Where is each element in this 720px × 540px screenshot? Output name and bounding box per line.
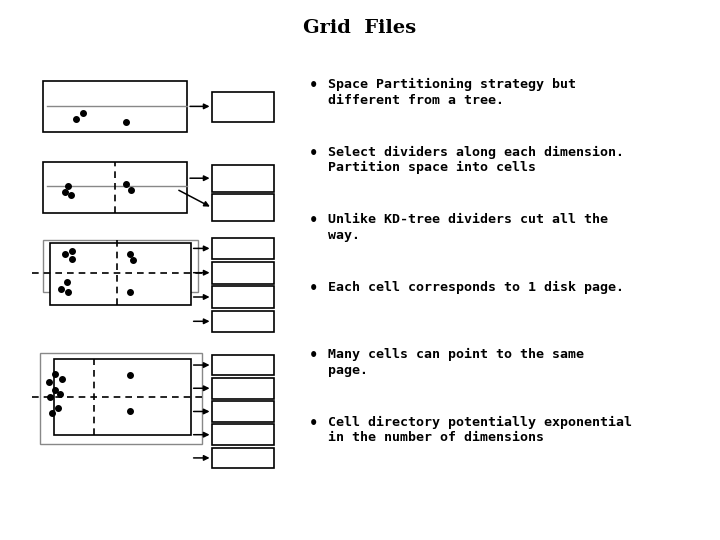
Text: •: • (308, 146, 318, 161)
Text: Many cells can point to the same
page.: Many cells can point to the same page. (328, 348, 584, 377)
Bar (40, 353, 202, 444)
Text: •: • (308, 281, 318, 296)
Bar (43, 81, 187, 132)
Bar (212, 401, 274, 422)
Bar (212, 424, 274, 445)
Bar (212, 194, 274, 221)
Bar (212, 448, 274, 468)
Bar (212, 262, 274, 284)
Text: Cell directory potentially exponential
in the number of dimensions: Cell directory potentially exponential i… (328, 416, 631, 444)
Bar (212, 310, 274, 332)
Text: •: • (308, 78, 318, 93)
Bar (43, 162, 187, 213)
Text: Select dividers along each dimension.
Partition space into cells: Select dividers along each dimension. Pa… (328, 146, 624, 174)
Text: •: • (308, 348, 318, 363)
Text: •: • (308, 416, 318, 431)
Text: Grid  Files: Grid Files (303, 19, 417, 37)
Bar (212, 92, 274, 122)
Text: Each cell corresponds to 1 disk page.: Each cell corresponds to 1 disk page. (328, 281, 624, 294)
Bar (212, 355, 274, 375)
Text: Unlike KD-tree dividers cut all the
way.: Unlike KD-tree dividers cut all the way. (328, 213, 608, 242)
Bar (50, 243, 191, 305)
Text: •: • (308, 213, 318, 228)
Bar (212, 238, 274, 259)
Bar (212, 286, 274, 308)
Text: Space Partitioning strategy but
different from a tree.: Space Partitioning strategy but differen… (328, 78, 575, 107)
Bar (212, 378, 274, 399)
Bar (212, 165, 274, 192)
Bar (43, 240, 198, 292)
Bar (54, 359, 191, 435)
